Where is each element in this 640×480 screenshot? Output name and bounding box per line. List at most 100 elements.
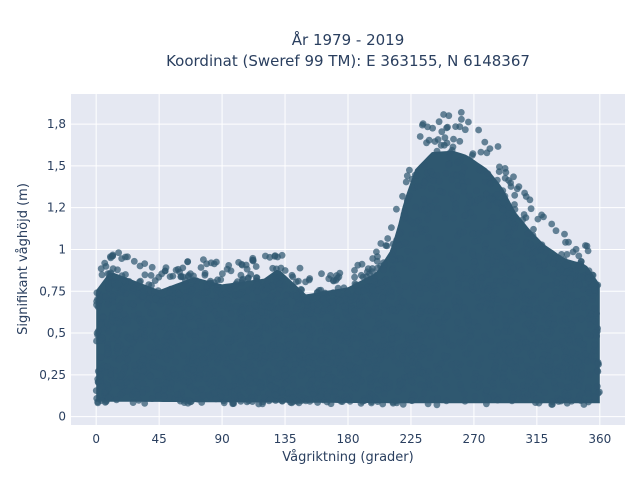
scatter-point <box>232 302 240 310</box>
scatter-point <box>341 309 349 316</box>
scatter-point <box>238 261 246 269</box>
scatter-point <box>359 352 367 360</box>
scatter-point <box>427 244 435 252</box>
scatter-point <box>207 279 215 287</box>
scatter-point <box>469 263 477 271</box>
scatter-point <box>161 385 168 393</box>
scatter-point <box>456 137 464 145</box>
scatter-point <box>198 399 206 406</box>
scatter-point <box>281 351 288 359</box>
scatter-point <box>512 363 520 371</box>
scatter-point <box>563 292 571 300</box>
scatter-point <box>136 278 143 286</box>
scatter-point <box>510 243 518 250</box>
scatter-point <box>542 248 550 256</box>
scatter-point <box>502 322 510 329</box>
scatter-point <box>210 353 218 361</box>
scatter-point <box>305 322 312 330</box>
scatter-point <box>469 247 477 255</box>
scatter-point <box>369 286 377 294</box>
scatter-point <box>467 327 475 334</box>
scatter-point <box>546 358 554 365</box>
scatter-point <box>305 370 313 378</box>
scatter-point <box>234 386 241 394</box>
scatter-point <box>431 385 438 393</box>
scatter-point <box>159 297 166 304</box>
scatter-point <box>364 359 372 366</box>
scatter-point <box>563 327 571 334</box>
scatter-point <box>484 170 492 178</box>
scatter-point <box>420 389 428 397</box>
scatter-point <box>543 312 551 320</box>
scatter-point <box>267 395 275 403</box>
scatter-point <box>152 326 160 334</box>
scatter-point <box>574 261 582 269</box>
scatter-point <box>161 317 169 325</box>
scatter-point <box>282 292 290 299</box>
scatter-point <box>228 320 236 328</box>
scatter-point <box>562 348 570 355</box>
scatter-point <box>513 237 521 245</box>
scatter-point <box>388 266 396 274</box>
scatter-point <box>572 245 580 253</box>
scatter-point <box>441 379 449 387</box>
scatter-point <box>460 164 468 171</box>
scatter-point <box>408 307 416 314</box>
scatter-point <box>97 353 105 361</box>
scatter-point <box>396 344 404 352</box>
scatter-point <box>382 276 390 283</box>
scatter-point <box>494 143 502 150</box>
scatter-point <box>441 134 449 142</box>
scatter-point <box>264 284 272 292</box>
scatter-point <box>146 372 154 380</box>
scatter-point <box>198 386 205 393</box>
scatter-point <box>499 239 507 247</box>
scatter-point <box>451 255 458 263</box>
scatter-point <box>353 355 360 362</box>
scatter-point <box>437 331 444 338</box>
scatter-point <box>500 297 508 305</box>
scatter-point <box>295 277 302 285</box>
scatter-point <box>177 371 185 378</box>
scatter-point <box>517 356 525 364</box>
scatter-point <box>259 317 267 325</box>
scatter-point <box>235 350 243 358</box>
scatter-point <box>335 273 343 281</box>
scatter-point <box>528 278 535 286</box>
scatter-point <box>505 210 513 218</box>
scatter-point <box>167 352 175 359</box>
scatter-point <box>440 111 447 118</box>
scatter-point <box>468 277 476 285</box>
scatter-point <box>518 267 525 275</box>
scatter-point <box>527 366 535 373</box>
scatter-point <box>272 352 280 359</box>
scatter-point <box>305 358 313 366</box>
scatter-point <box>431 138 439 145</box>
scatter-point <box>219 302 227 310</box>
scatter-point <box>107 370 114 378</box>
scatter-point <box>563 268 571 276</box>
scatter-point <box>470 375 478 383</box>
scatter-point <box>332 376 340 384</box>
scatter-point <box>214 287 222 295</box>
scatter-point <box>354 369 362 376</box>
scatter-point <box>318 336 326 344</box>
scatter-point <box>203 365 210 372</box>
scatter-point <box>424 216 431 223</box>
scatter-point <box>199 391 207 399</box>
scatter-point <box>575 358 582 366</box>
scatter-point <box>443 312 450 320</box>
scatter-point <box>262 252 269 260</box>
scatter-point <box>253 274 261 281</box>
scatter-point <box>213 378 220 386</box>
scatter-point <box>594 360 602 368</box>
scatter-point <box>427 301 434 309</box>
scatter-point <box>258 308 265 316</box>
scatter-point <box>489 214 497 221</box>
scatter-point <box>477 148 485 156</box>
scatter-point <box>557 381 565 389</box>
scatter-point <box>435 118 443 126</box>
scatter-point <box>127 346 135 354</box>
scatter-point <box>189 305 197 313</box>
scatter-point <box>517 372 525 379</box>
